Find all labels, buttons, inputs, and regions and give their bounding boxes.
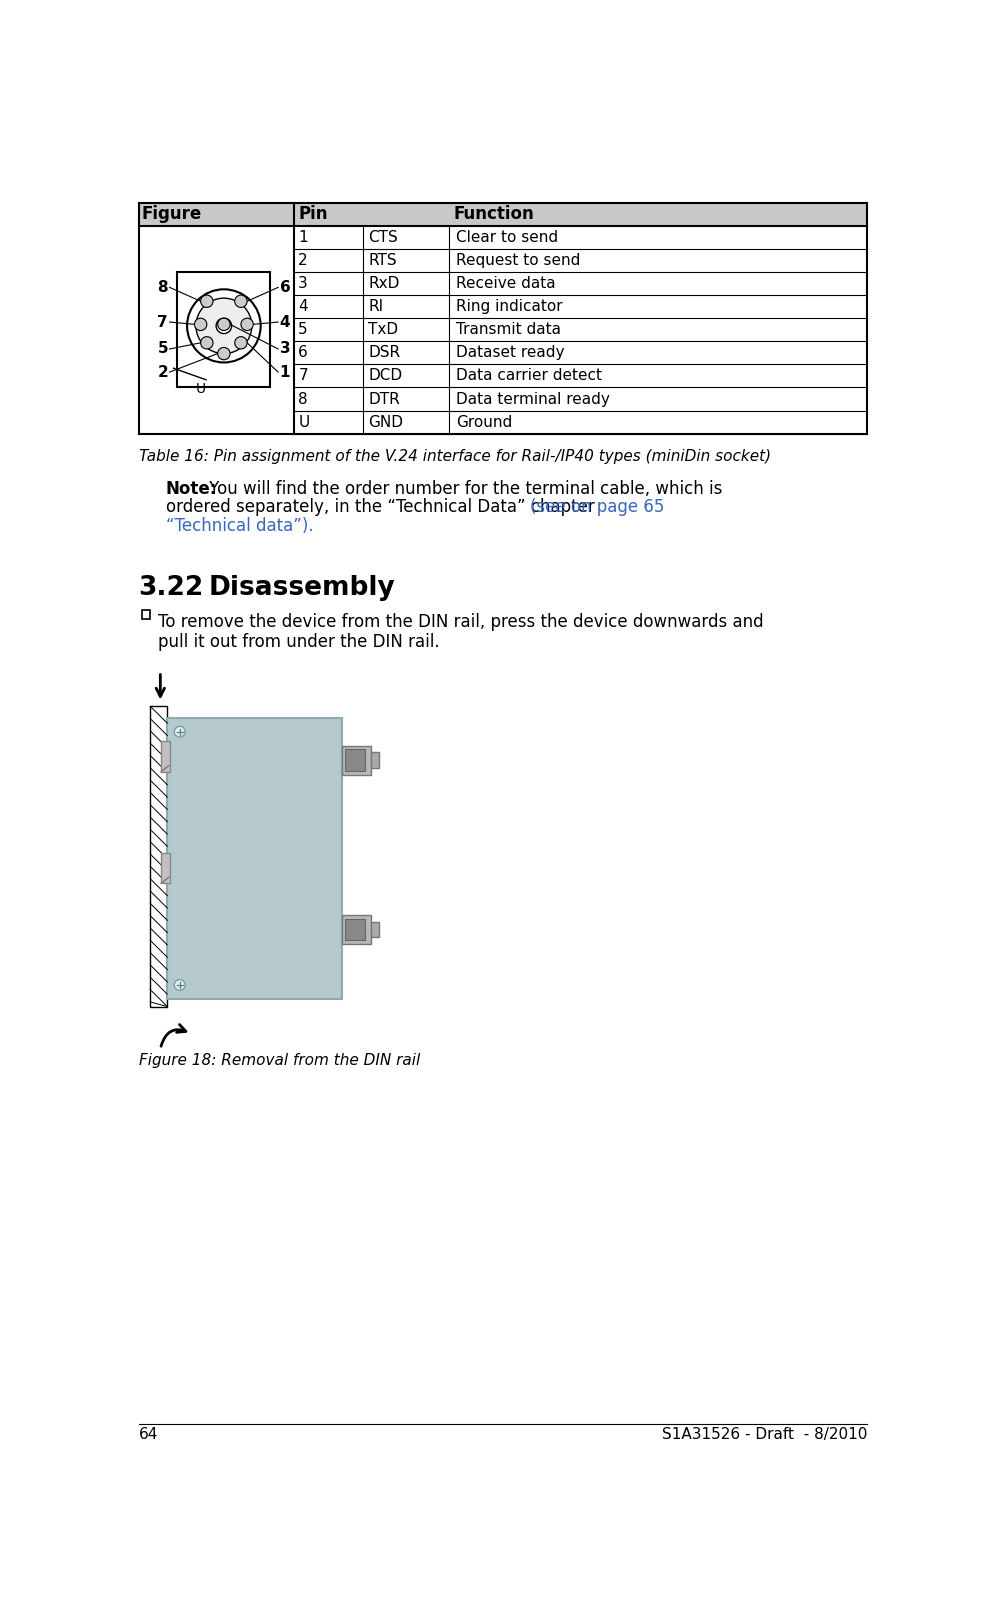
Text: To remove the device from the DIN rail, press the device downwards and: To remove the device from the DIN rail, … — [158, 613, 763, 630]
Text: Clear to send: Clear to send — [456, 231, 558, 245]
Text: ordered separately, in the “Technical Data” chapter: ordered separately, in the “Technical Da… — [165, 498, 600, 516]
Circle shape — [194, 318, 207, 330]
Text: 5: 5 — [298, 322, 308, 337]
Text: 2: 2 — [158, 364, 168, 379]
Text: Table 16: Pin assignment of the V.24 interface for Rail-/IP40 types (miniDin soc: Table 16: Pin assignment of the V.24 int… — [139, 450, 770, 464]
Ellipse shape — [196, 298, 252, 353]
Text: RxD: RxD — [368, 276, 399, 292]
Bar — [342, 745, 371, 775]
Bar — [345, 750, 364, 771]
Text: U: U — [196, 382, 206, 397]
Text: 5: 5 — [158, 342, 168, 356]
Text: 8: 8 — [298, 392, 308, 406]
Ellipse shape — [216, 318, 231, 334]
Text: Disassembly: Disassembly — [209, 574, 395, 601]
Text: Function: Function — [453, 205, 534, 222]
Text: Transmit data: Transmit data — [456, 322, 561, 337]
Text: Data carrier detect: Data carrier detect — [456, 369, 603, 384]
Text: Ring indicator: Ring indicator — [456, 300, 563, 314]
Text: 6: 6 — [280, 280, 291, 295]
Circle shape — [174, 727, 185, 737]
Text: Note:: Note: — [165, 480, 217, 498]
Bar — [167, 717, 342, 999]
Text: CTS: CTS — [368, 231, 398, 245]
Circle shape — [241, 318, 253, 330]
Text: S1A31526 - Draft  - 8/2010: S1A31526 - Draft - 8/2010 — [662, 1427, 867, 1443]
Bar — [142, 611, 151, 619]
Text: 4: 4 — [280, 314, 291, 329]
Text: 2: 2 — [298, 253, 308, 268]
Bar — [177, 272, 270, 387]
Circle shape — [218, 348, 230, 359]
Text: 3: 3 — [298, 276, 308, 292]
Text: Ground: Ground — [456, 414, 512, 430]
Text: RTS: RTS — [368, 253, 397, 268]
Text: You will find the order number for the terminal cable, which is: You will find the order number for the t… — [205, 480, 723, 498]
Text: 3.22: 3.22 — [139, 574, 204, 601]
Bar — [139, 203, 867, 226]
Text: 1: 1 — [280, 364, 291, 379]
Text: TxD: TxD — [368, 322, 398, 337]
Bar — [371, 753, 379, 767]
Bar — [371, 922, 379, 937]
Bar — [342, 916, 371, 945]
Text: DTR: DTR — [368, 392, 400, 406]
Text: (see on page 65: (see on page 65 — [530, 498, 664, 516]
Ellipse shape — [187, 289, 261, 363]
Text: Request to send: Request to send — [456, 253, 581, 268]
Text: GND: GND — [368, 414, 403, 430]
Bar — [162, 742, 170, 772]
Text: 6: 6 — [298, 345, 308, 361]
Text: 3: 3 — [280, 342, 291, 356]
Text: DSR: DSR — [368, 345, 400, 361]
Text: DCD: DCD — [368, 369, 402, 384]
Text: Figure 18: Removal from the DIN rail: Figure 18: Removal from the DIN rail — [139, 1053, 420, 1067]
Text: Dataset ready: Dataset ready — [456, 345, 564, 361]
Circle shape — [201, 295, 213, 308]
Circle shape — [174, 980, 185, 990]
Text: 7: 7 — [158, 314, 168, 329]
Text: Figure: Figure — [142, 205, 202, 222]
Text: RI: RI — [368, 300, 383, 314]
Bar — [345, 919, 364, 940]
Text: 1: 1 — [298, 231, 308, 245]
Text: Receive data: Receive data — [456, 276, 556, 292]
Text: 7: 7 — [298, 369, 308, 384]
Text: Pin: Pin — [298, 205, 328, 222]
Circle shape — [234, 295, 247, 308]
Bar — [162, 853, 170, 883]
Text: pull it out from under the DIN rail.: pull it out from under the DIN rail. — [158, 634, 439, 651]
Bar — [151, 706, 167, 1006]
Circle shape — [201, 337, 213, 348]
Text: “Technical data”).: “Technical data”). — [165, 517, 313, 535]
Circle shape — [218, 318, 230, 330]
Circle shape — [234, 337, 247, 348]
Text: 64: 64 — [139, 1427, 158, 1443]
Text: Data terminal ready: Data terminal ready — [456, 392, 611, 406]
Text: U: U — [298, 414, 309, 430]
Text: 8: 8 — [158, 280, 168, 295]
Text: 4: 4 — [298, 300, 308, 314]
